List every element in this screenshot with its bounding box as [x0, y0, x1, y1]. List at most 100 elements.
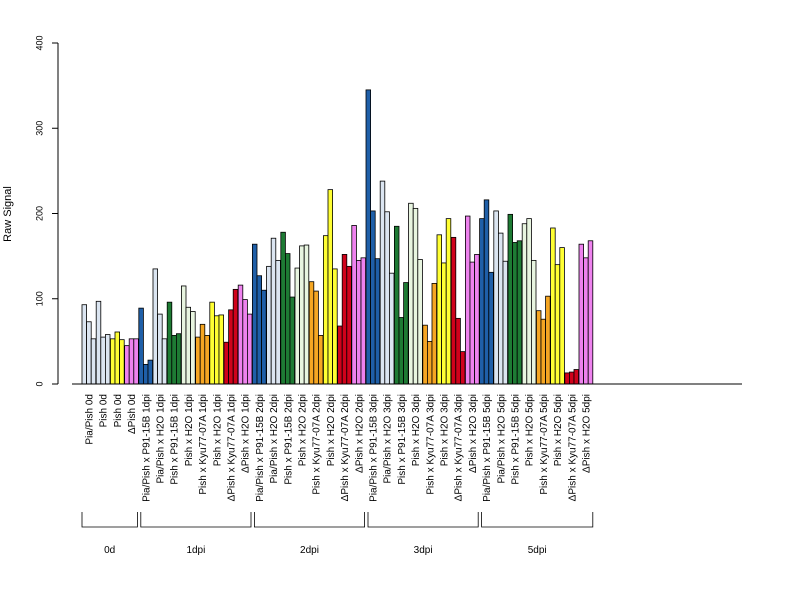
- x-tick-label: Pish x H2O 3dpi: [440, 394, 451, 466]
- bar: [337, 325, 343, 385]
- bar: [545, 295, 551, 385]
- x-tick-label: Pia/Pish x H2O 2dpi: [269, 394, 280, 484]
- bar-group: [166, 301, 182, 385]
- bar-group: [436, 218, 452, 385]
- bar: [152, 268, 158, 385]
- bar: [204, 335, 210, 385]
- bar: [417, 259, 423, 385]
- bar: [313, 290, 319, 385]
- x-tick-label: Pia/Pish 0d: [85, 394, 96, 445]
- bar: [370, 210, 376, 385]
- bar: [270, 237, 277, 385]
- x-tick-label: Pish x Kyu77-07A 1dpi: [198, 394, 209, 495]
- bar-group: [110, 331, 125, 385]
- bar: [497, 232, 504, 385]
- y-tick-label: 100: [34, 291, 44, 306]
- bar: [403, 282, 409, 385]
- bar: [147, 359, 153, 385]
- bar: [464, 215, 471, 385]
- bar: [289, 296, 295, 385]
- x-tick-label: Pish x P91-15B 3dpi: [397, 394, 408, 485]
- bar-group: [379, 180, 395, 385]
- bar: [450, 236, 457, 385]
- y-tick-label: 200: [34, 206, 44, 221]
- x-tick-labels: Pia/Pish 0d Pish 0d Pish 0d ΔPish 0d Pia/Pis…: [85, 394, 593, 502]
- bar: [175, 333, 182, 385]
- bar: [86, 321, 92, 385]
- x-tick-label: Pish x Kyu77-07A 5dpi: [539, 394, 550, 495]
- bar: [246, 313, 253, 385]
- x-tick-label: Pia/Pish x P91-15B 2dpi: [255, 394, 266, 502]
- group-brackets: 0d 1dpi 2dpi 3dpi 5dpi: [81, 512, 594, 556]
- bar: [266, 265, 272, 385]
- bar-group: [266, 237, 281, 385]
- bar-group: [564, 369, 579, 385]
- bar: [573, 369, 579, 385]
- bar-group: [322, 189, 338, 385]
- bar: [332, 268, 338, 385]
- bar: [190, 311, 196, 385]
- bar: [502, 260, 508, 385]
- y-tick-label: 0: [34, 381, 44, 386]
- x-tick-label: Pia/Pish x H2O 3dpi: [383, 394, 394, 484]
- bar: [218, 314, 224, 385]
- group-label: 0d: [104, 545, 115, 556]
- bar-group: [124, 338, 139, 385]
- bar-group: [479, 199, 494, 385]
- bar-group: [95, 300, 111, 385]
- bar: [540, 318, 546, 385]
- bar: [550, 227, 556, 385]
- bar: [317, 335, 324, 385]
- group-bracket: [481, 512, 594, 528]
- bar: [379, 180, 386, 385]
- x-tick-label: Pish x P91-15B 5dpi: [511, 394, 522, 485]
- bar-group: [180, 285, 196, 385]
- x-tick-label: Pia/Pish x H2O 1dpi: [156, 394, 167, 484]
- bar: [171, 335, 177, 385]
- x-tick-label: ΔPish x H2O 5dpi: [582, 394, 593, 473]
- bar: [308, 281, 315, 385]
- x-tick-label: ΔPish 0d: [127, 394, 138, 434]
- bar-group: [550, 227, 565, 385]
- bar: [228, 309, 234, 385]
- bar-group: [507, 213, 523, 385]
- x-tick-label: Pish x P91-15B 1dpi: [170, 394, 181, 485]
- x-tick-label: Pish x H2O 2dpi: [326, 394, 337, 466]
- bar-group: [464, 215, 480, 385]
- bar: [256, 275, 262, 385]
- x-tick-label: Pish x Kyu77-07A 3dpi: [425, 394, 436, 495]
- group-bracket: [140, 512, 252, 528]
- bar: [493, 210, 499, 385]
- x-tick-label: Pish x Kyu77-07A 2dpi: [312, 394, 323, 495]
- bar: [583, 257, 589, 385]
- x-tick-label: Pish x H2O 5dpi: [525, 394, 536, 466]
- x-tick-label: Pish x P91-15B 2dpi: [283, 394, 294, 485]
- y-axis-label: Raw Signal: [2, 186, 14, 242]
- bar: [479, 218, 485, 385]
- bar: [322, 235, 329, 385]
- bar-group: [450, 236, 466, 385]
- bar: [142, 363, 149, 385]
- bar: [431, 282, 437, 385]
- bar: [436, 234, 442, 385]
- bar: [441, 262, 447, 385]
- bar: [199, 323, 206, 385]
- bar: [531, 259, 537, 385]
- bar: [512, 242, 518, 385]
- group-bracket: [367, 512, 479, 528]
- bar-group: [280, 231, 295, 385]
- bar: [412, 207, 419, 385]
- bar: [469, 261, 475, 385]
- bar: [209, 301, 215, 385]
- bar: [284, 253, 291, 385]
- bar: [90, 338, 97, 385]
- bar-group: [365, 89, 381, 385]
- bar: [516, 240, 523, 385]
- bar: [223, 341, 229, 385]
- bar: [327, 189, 333, 385]
- bar: [161, 338, 168, 385]
- bar: [488, 271, 494, 385]
- bar: [105, 334, 111, 385]
- x-tick-label: ΔPish x Kyu77-07A 2dpi: [340, 394, 351, 501]
- bar-group: [578, 240, 594, 385]
